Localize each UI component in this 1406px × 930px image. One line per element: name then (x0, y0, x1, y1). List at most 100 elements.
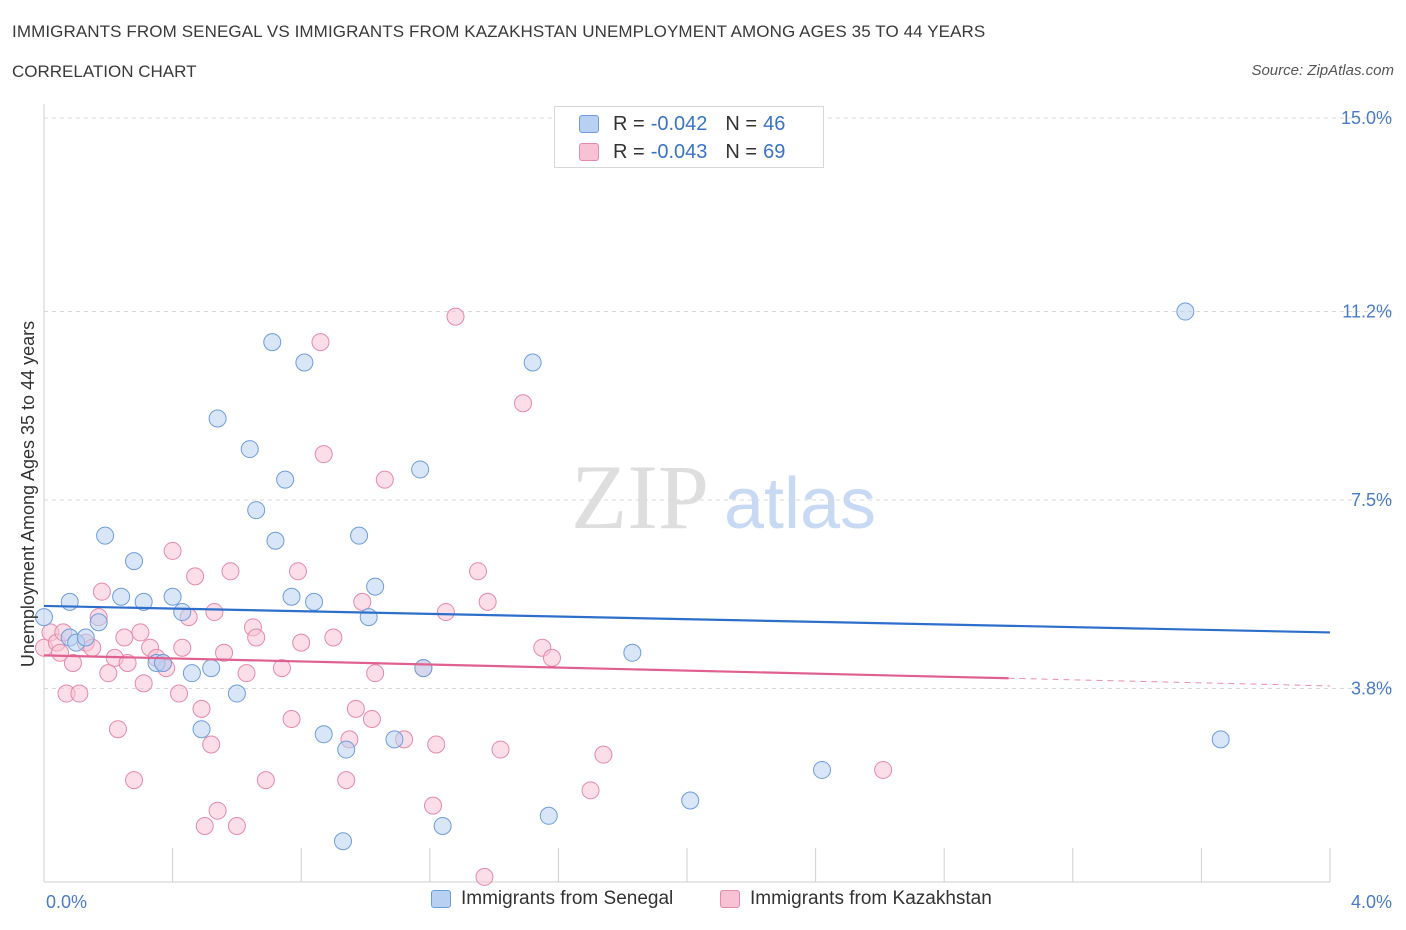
n-value: 69 (763, 140, 786, 163)
senegal-point (681, 791, 700, 810)
senegal-point (282, 587, 301, 606)
kazakhstan-point (353, 592, 372, 611)
r-value: -0.042 (650, 112, 708, 135)
senegal-point (623, 643, 642, 662)
y-axis-label: Unemployment Among Ages 35 to 44 years (18, 321, 38, 667)
kazakhstan-point (427, 735, 446, 754)
kazakhstan-point (475, 867, 494, 886)
senegal-point (314, 725, 333, 744)
kazakhstan-swatch (579, 143, 599, 161)
kazakhstan-swatch (720, 890, 740, 908)
tick-labels: 3.8% 7.5% 11.2% 15.0% 0.0% 4.0% (46, 108, 1392, 912)
legend-item-kazakhstan[interactable]: Immigrants from Kazakhstan (720, 888, 992, 910)
senegal-point (182, 664, 201, 683)
senegal-point (523, 353, 542, 372)
n-key: N = (725, 112, 758, 135)
y-tick-label: 15.0% (1341, 108, 1392, 128)
kazakhstan-point (115, 628, 134, 647)
kazakhstan-point (202, 735, 221, 754)
kazakhstan-point (170, 684, 189, 703)
kazakhstan-point (208, 801, 227, 820)
senegal-point (202, 659, 221, 678)
kazakhstan-point (227, 816, 246, 835)
kazakhstan-point (282, 710, 301, 729)
kazakhstan-point (237, 664, 256, 683)
kazakhstan-point (195, 816, 214, 835)
kazakhstan-point (362, 710, 381, 729)
kazakhstan-point (314, 445, 333, 464)
senegal-point (1176, 302, 1195, 321)
kazakhstan-point (514, 394, 533, 413)
kazakhstan-point (221, 562, 240, 581)
x-tick-label: 4.0% (1351, 892, 1392, 912)
senegal-point (60, 592, 79, 611)
senegal-point (227, 684, 246, 703)
senegal-point (411, 460, 430, 479)
senegal-point (125, 552, 144, 571)
kazakhstan-point (163, 541, 182, 560)
watermark-zip: ZIP (571, 446, 709, 548)
kazakhstan-point (337, 771, 356, 790)
kazakhstan-point (469, 562, 488, 581)
kazakhstan-point (92, 582, 111, 601)
kazakhstan-point (491, 740, 510, 759)
kazakhstan-point (292, 633, 311, 652)
kazakhstan-point (247, 628, 266, 647)
kazakhstan-point (324, 628, 343, 647)
kazakhstan-point (186, 567, 205, 586)
r-value: -0.043 (650, 140, 708, 163)
r-key: R = (613, 112, 645, 135)
senegal-point (192, 720, 211, 739)
kazakhstan-point (63, 653, 82, 672)
senegal-point (276, 470, 295, 489)
senegal-point (1211, 730, 1230, 749)
kazakhstan-point (424, 796, 443, 815)
y-tick-label: 3.8% (1351, 678, 1392, 698)
kazakhstan-point (346, 699, 365, 718)
gridlines (44, 117, 1392, 689)
senegal-point (266, 531, 285, 550)
senegal-point (240, 440, 259, 459)
kazakhstan-point (125, 771, 144, 790)
kazakhstan-point (366, 664, 385, 683)
kazakhstan-point (288, 562, 307, 581)
kazakhstan-point (99, 664, 118, 683)
senegal-point (263, 333, 282, 352)
senegal-point (96, 526, 115, 545)
senegal-point (366, 577, 385, 596)
senegal-point (414, 659, 433, 678)
stats-legend: R = -0.042 N = 46 R = -0.043 N = 69 (554, 106, 824, 168)
r-key: R = (613, 140, 645, 163)
watermark-atlas: atlas (724, 464, 876, 544)
senegal-point (76, 628, 95, 647)
senegal-point (539, 806, 558, 825)
kazakhstan-point (51, 643, 70, 662)
kazakhstan-point (192, 699, 211, 718)
senegal-point (813, 760, 832, 779)
source-note: Source: ZipAtlas.com (1251, 62, 1394, 79)
chart-title: IMMIGRANTS FROM SENEGAL VS IMMIGRANTS FR… (12, 22, 986, 41)
kazakhstan-point (478, 592, 497, 611)
n-key: N = (725, 140, 758, 163)
kazakhstan-point (311, 333, 330, 352)
kazakhstan-point (118, 653, 137, 672)
senegal-point (89, 613, 108, 632)
senegal-point (385, 730, 404, 749)
senegal-point (35, 608, 53, 627)
kazakhstan-point (205, 603, 224, 622)
kazakhstan-point (131, 623, 150, 642)
kazakhstan-point (581, 781, 600, 800)
kazakhstan-point (256, 771, 275, 790)
y-tick-label: 11.2% (1342, 302, 1392, 322)
senegal-swatch (579, 115, 599, 133)
trend-lines (43, 604, 1331, 687)
senegal-point (247, 501, 266, 520)
kazakhstan-trend-line (43, 654, 1009, 680)
y-tick-label: 7.5% (1351, 490, 1392, 510)
kazakhstan-point (173, 638, 192, 657)
kazakhstan-point (108, 720, 127, 739)
chart-subtitle: CORRELATION CHART (12, 62, 197, 81)
axes (43, 104, 1331, 883)
legend-item-senegal[interactable]: Immigrants from Senegal (431, 888, 673, 910)
